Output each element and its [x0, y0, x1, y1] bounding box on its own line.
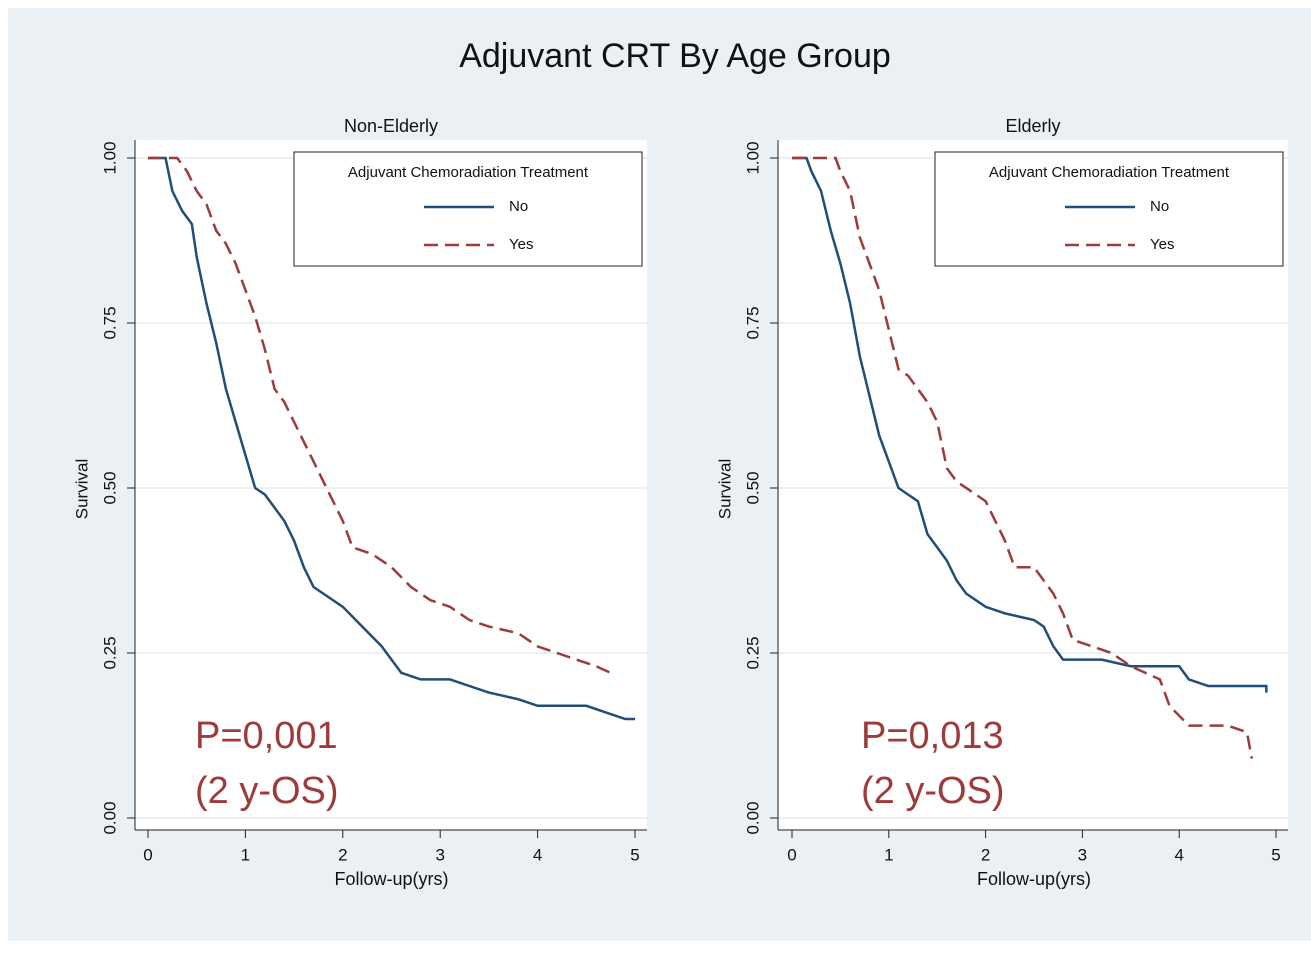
annotation: P=0,013: [861, 715, 1004, 757]
y-tick-label: 0.50: [100, 471, 119, 504]
panel-title: Non-Elderly: [344, 116, 438, 136]
x-axis-label: Follow-up(yrs): [977, 869, 1091, 889]
survival-line: [148, 156, 635, 721]
legend-label: Yes: [1150, 236, 1174, 253]
x-tick-label: 4: [533, 845, 542, 864]
legend-box: [293, 151, 643, 267]
x-tick-label: 3: [435, 845, 444, 864]
legend-label: No: [509, 198, 528, 215]
survival-line: [792, 156, 1254, 759]
x-tick-label: 5: [1271, 845, 1280, 864]
y-tick-label: 0.50: [743, 471, 762, 504]
y-tick-label: 0.75: [100, 306, 119, 339]
x-tick-label: 0: [143, 845, 152, 864]
y-tick-label: 0.25: [743, 636, 762, 669]
y-tick-label: 0.25: [100, 636, 119, 669]
y-axis-label: Survival: [715, 459, 734, 519]
y-tick-label: 0.75: [743, 306, 762, 339]
y-tick-label: 1.00: [743, 141, 762, 174]
annotation: P=0,001: [195, 715, 338, 757]
x-tick-label: 1: [884, 845, 893, 864]
x-tick-label: 3: [1078, 845, 1087, 864]
y-tick-label: 0.00: [743, 801, 762, 834]
legend-box: [934, 151, 1284, 267]
survival-line: [148, 156, 612, 674]
survival-line: [792, 156, 1268, 693]
legend-title: Adjuvant Chemoradiation Treatment: [989, 164, 1230, 181]
x-tick-label: 2: [338, 845, 347, 864]
x-tick-label: 1: [241, 845, 250, 864]
x-axis-label: Follow-up(yrs): [334, 869, 448, 889]
x-tick-label: 5: [630, 845, 639, 864]
x-tick-label: 2: [981, 845, 990, 864]
panel-title: Elderly: [1005, 116, 1060, 136]
x-tick-label: 0: [787, 845, 796, 864]
y-axis-label: Survival: [72, 459, 91, 519]
annotation: (2 y-OS): [861, 770, 1005, 812]
chart-title: Adjuvant CRT By Age Group: [459, 37, 891, 75]
y-tick-label: 0.00: [100, 801, 119, 834]
legend-label: Yes: [509, 236, 533, 253]
y-tick-label: 1.00: [100, 141, 119, 174]
annotation: (2 y-OS): [195, 770, 339, 812]
legend-label: No: [1150, 198, 1169, 215]
x-tick-label: 4: [1174, 845, 1183, 864]
legend-title: Adjuvant Chemoradiation Treatment: [348, 164, 589, 181]
